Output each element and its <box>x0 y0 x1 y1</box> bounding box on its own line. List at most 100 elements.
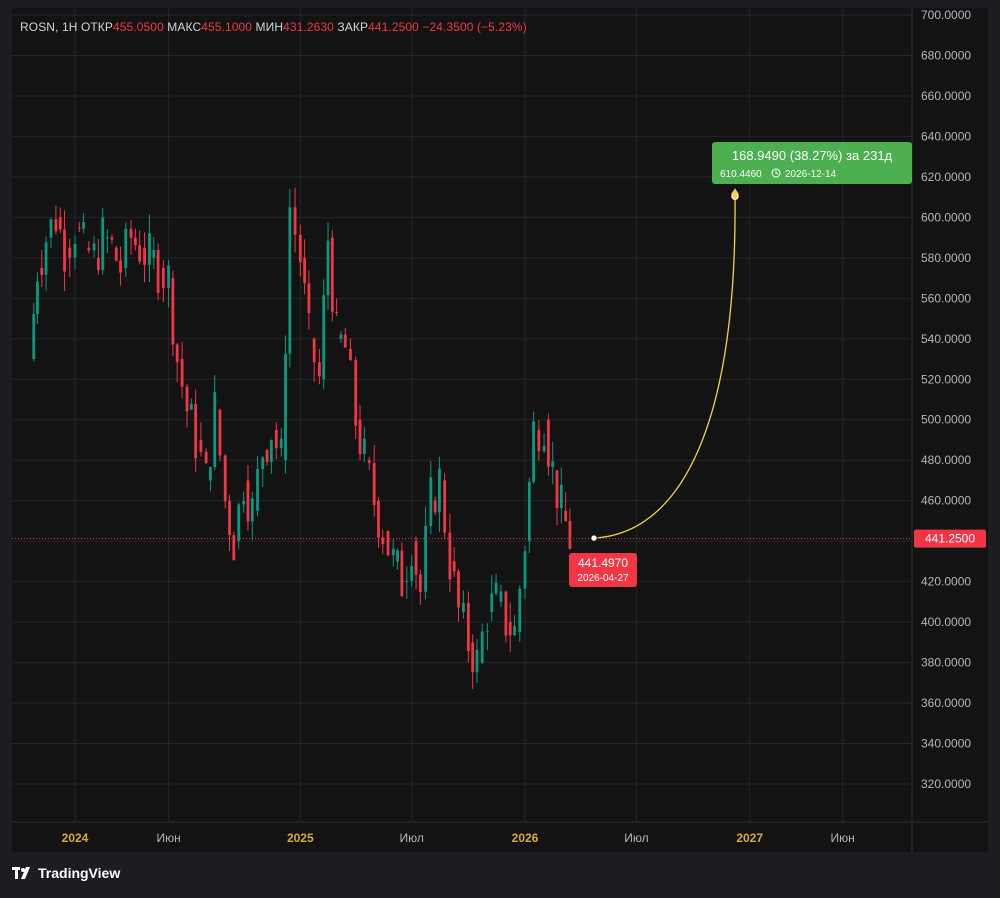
y-tick-label: 560.0000 <box>921 291 971 305</box>
candle-body <box>438 468 441 513</box>
candle-body <box>68 247 72 258</box>
candle-body <box>32 313 36 360</box>
candle-body <box>555 470 559 509</box>
candle-body <box>92 243 96 251</box>
y-tick-label: 540.0000 <box>921 332 971 346</box>
candle-body <box>194 403 198 459</box>
tradingview-logo[interactable]: TradingView <box>12 864 120 882</box>
y-tick-label: 680.0000 <box>921 48 971 62</box>
candle-body <box>161 267 165 289</box>
target-change-label: 168.9490 (38.27%) за 231д <box>732 148 893 163</box>
candle-body <box>284 353 287 461</box>
candle-body <box>532 421 536 482</box>
candle-body <box>274 429 278 449</box>
start-date-label: 2026-04-27 <box>577 573 629 584</box>
candle-body <box>443 480 447 533</box>
interval-label[interactable]: 1H <box>61 20 78 34</box>
candle-body <box>466 602 470 651</box>
candle-body <box>518 588 522 633</box>
brand-name: TradingView <box>38 865 121 881</box>
y-tick-label: 320.0000 <box>921 777 971 791</box>
y-tick-label: 600.0000 <box>921 210 971 224</box>
candle-body <box>523 551 527 589</box>
candle-body <box>237 504 241 542</box>
high-label: МАКС <box>167 20 202 34</box>
y-tick-label: 660.0000 <box>921 89 971 103</box>
y-tick-label: 380.0000 <box>921 656 971 670</box>
candle-body <box>256 469 259 511</box>
candle-body <box>63 229 66 272</box>
candle-body <box>475 649 479 673</box>
candle-body <box>367 460 371 464</box>
candle-body <box>44 242 48 275</box>
candle-body <box>349 348 352 361</box>
x-tick-label: 2024 <box>62 831 89 845</box>
candle-body <box>490 593 494 612</box>
candle-body <box>559 484 563 509</box>
candle-body <box>568 521 572 549</box>
y-tick-label: 480.0000 <box>921 453 971 467</box>
candle-body <box>546 419 550 467</box>
candle-body <box>269 440 273 462</box>
candle-body <box>508 622 512 636</box>
target-price-label: 610.4460 <box>720 169 762 180</box>
projection-curve <box>593 196 736 539</box>
candle-body <box>424 525 427 592</box>
candle-body <box>400 550 404 597</box>
projection-start-point[interactable] <box>590 534 598 542</box>
candle-body <box>362 438 366 455</box>
open-label: ОТКР <box>80 20 113 34</box>
candle-body <box>279 438 283 449</box>
candle-body <box>326 240 330 296</box>
candle-body <box>40 267 44 275</box>
candle-body <box>354 360 358 426</box>
candle-body <box>265 450 269 462</box>
change-value: −24.3500 (−5.23%) <box>422 20 527 34</box>
candle-body <box>527 481 531 542</box>
symbol-name[interactable]: ROSN <box>20 20 56 34</box>
candle-body <box>433 500 437 513</box>
candle-body <box>228 500 231 536</box>
x-tick-label: Июн <box>831 831 855 845</box>
candle-body <box>339 334 343 339</box>
symbol-header: ROSN, 1H ОТКР455.0500 МАКС455.1000 МИН43… <box>20 20 527 34</box>
x-tick-label: Июл <box>624 831 648 845</box>
candle-body <box>293 207 297 235</box>
candle-body <box>223 455 227 502</box>
candle-body <box>471 642 475 673</box>
x-tick-label: 2025 <box>287 831 314 845</box>
y-tick-label: 500.0000 <box>921 413 971 427</box>
candle-body <box>77 227 81 229</box>
candle-body <box>199 439 203 452</box>
candle-body <box>317 362 321 377</box>
candle-body <box>180 359 184 387</box>
y-tick-label: 700.0000 <box>921 8 971 22</box>
target-label-box[interactable] <box>712 142 912 184</box>
y-tick-label: 420.0000 <box>921 575 971 589</box>
clock-hands-icon <box>775 170 779 175</box>
candle-body <box>486 630 489 632</box>
close-value: 441.2500 <box>368 20 419 34</box>
candle-body <box>261 457 265 470</box>
candle-body <box>298 234 302 263</box>
y-tick-label: 520.0000 <box>921 372 971 386</box>
candle-body <box>101 217 105 270</box>
candle-body <box>167 265 170 289</box>
candle-body <box>372 463 376 506</box>
candle-body <box>171 278 175 345</box>
candle-body <box>209 467 212 481</box>
last-price-tag[interactable] <box>914 529 986 548</box>
candle-body <box>246 480 250 522</box>
candle-body <box>232 535 236 561</box>
candle-body <box>414 541 418 575</box>
header-sep: , <box>55 20 62 34</box>
candle-body <box>312 338 316 363</box>
candle-body <box>54 219 58 232</box>
candle-body <box>138 245 142 262</box>
candle-body <box>250 498 254 522</box>
low-value: 431.2630 <box>283 20 334 34</box>
tradingview-icon <box>12 867 30 879</box>
candle-body <box>185 386 189 412</box>
y-tick-label: 460.0000 <box>921 494 971 508</box>
